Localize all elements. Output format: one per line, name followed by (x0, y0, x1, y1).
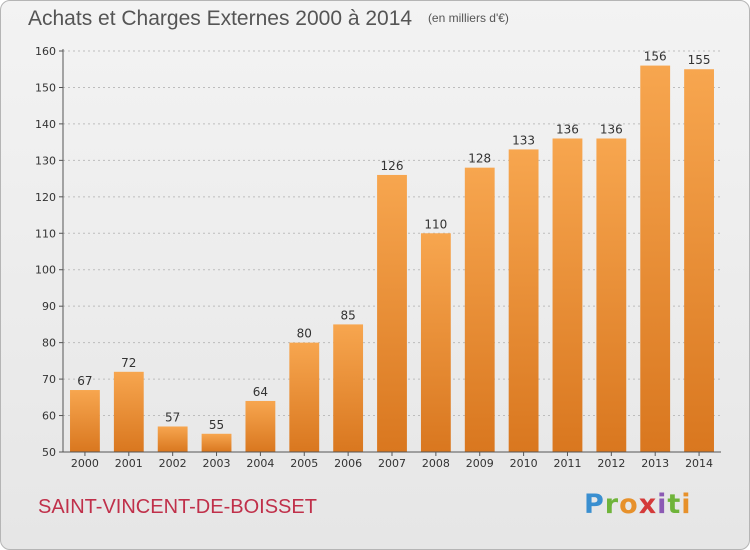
x-tick-label-2009: 2009 (466, 457, 494, 470)
value-label-2011: 136 (556, 122, 579, 136)
value-label-2009: 128 (468, 152, 491, 166)
y-tick-label: 60 (42, 410, 56, 423)
y-tick-label: 120 (35, 191, 56, 204)
value-label-2008: 110 (424, 217, 447, 231)
value-label-2014: 155 (688, 53, 711, 67)
proxiti-logo: Proxiti (584, 489, 692, 520)
value-label-2004: 64 (253, 385, 268, 399)
x-tick-label-2004: 2004 (246, 457, 274, 470)
value-label-2001: 72 (121, 356, 136, 370)
value-label-2007: 126 (381, 159, 404, 173)
y-tick-label: 90 (42, 300, 56, 313)
axes: 50 60 70 80 90 100 110 120 130 140 150 160 2000 2001 2… (35, 45, 721, 470)
chart-subtitle: (en milliers d'€) (427, 11, 509, 25)
value-label-2010: 133 (512, 133, 535, 147)
value-label-2013: 156 (644, 50, 667, 64)
x-tick-label-2000: 2000 (71, 457, 99, 470)
y-tick-label: 140 (35, 118, 56, 131)
x-tick-label-2006: 2006 (334, 457, 362, 470)
x-tick-label-2012: 2012 (597, 457, 625, 470)
bar-2010 (508, 149, 539, 452)
bar-2012 (596, 138, 627, 452)
y-tick-label: 70 (42, 373, 56, 386)
bar-2013 (640, 65, 671, 452)
x-tick-label-2010: 2010 (510, 457, 538, 470)
x-tick-label-2002: 2002 (159, 457, 187, 470)
y-tick-label: 130 (35, 154, 56, 167)
x-tick-label-2008: 2008 (422, 457, 450, 470)
x-tick-label-2005: 2005 (290, 457, 318, 470)
bar-2008 (420, 233, 451, 452)
value-label-2005: 80 (297, 327, 312, 341)
bar-2003 (201, 433, 232, 452)
value-label-2003: 55 (209, 418, 224, 432)
value-label-2012: 136 (600, 122, 623, 136)
x-tick-label-2003: 2003 (203, 457, 231, 470)
value-label-2000: 67 (77, 374, 92, 388)
bar-2002 (157, 426, 188, 452)
y-tick-label: 100 (35, 264, 56, 277)
y-tick-label: 110 (35, 227, 56, 240)
chart-title: Achats et Charges Externes 2000 à 2014 (28, 7, 413, 30)
bar-2005 (289, 342, 320, 452)
y-tick-label: 50 (42, 446, 56, 459)
bar-2007 (377, 174, 407, 453)
y-tick-label: 150 (35, 81, 56, 94)
y-tick-label: 160 (35, 45, 56, 58)
bars (70, 65, 714, 453)
bar-2011 (552, 138, 583, 452)
value-label-2002: 57 (165, 410, 180, 424)
x-tick-label-2013: 2013 (641, 457, 669, 470)
y-tick-label: 80 (42, 337, 56, 350)
bar-2000 (70, 390, 100, 452)
x-tick-label-2007: 2007 (378, 457, 406, 470)
bar-2004 (245, 400, 276, 452)
bar-2006 (333, 324, 364, 452)
x-tick-label-2014: 2014 (685, 457, 713, 470)
x-tick-label-2011: 2011 (553, 457, 581, 470)
bar-2014 (684, 69, 714, 453)
bar-2009 (464, 167, 495, 452)
x-tick-label-2001: 2001 (115, 457, 143, 470)
bar-2001 (113, 371, 144, 452)
chart-title-block: Achats et Charges Externes 2000 à 2014 (… (28, 7, 509, 31)
commune-name: SAINT-VINCENT-DE-BOISSET (38, 496, 317, 518)
value-label-2006: 85 (340, 308, 355, 322)
data-labels: 67 72 57 55 64 80 85 126 110 128 133 136 136 156 155 (77, 50, 710, 432)
